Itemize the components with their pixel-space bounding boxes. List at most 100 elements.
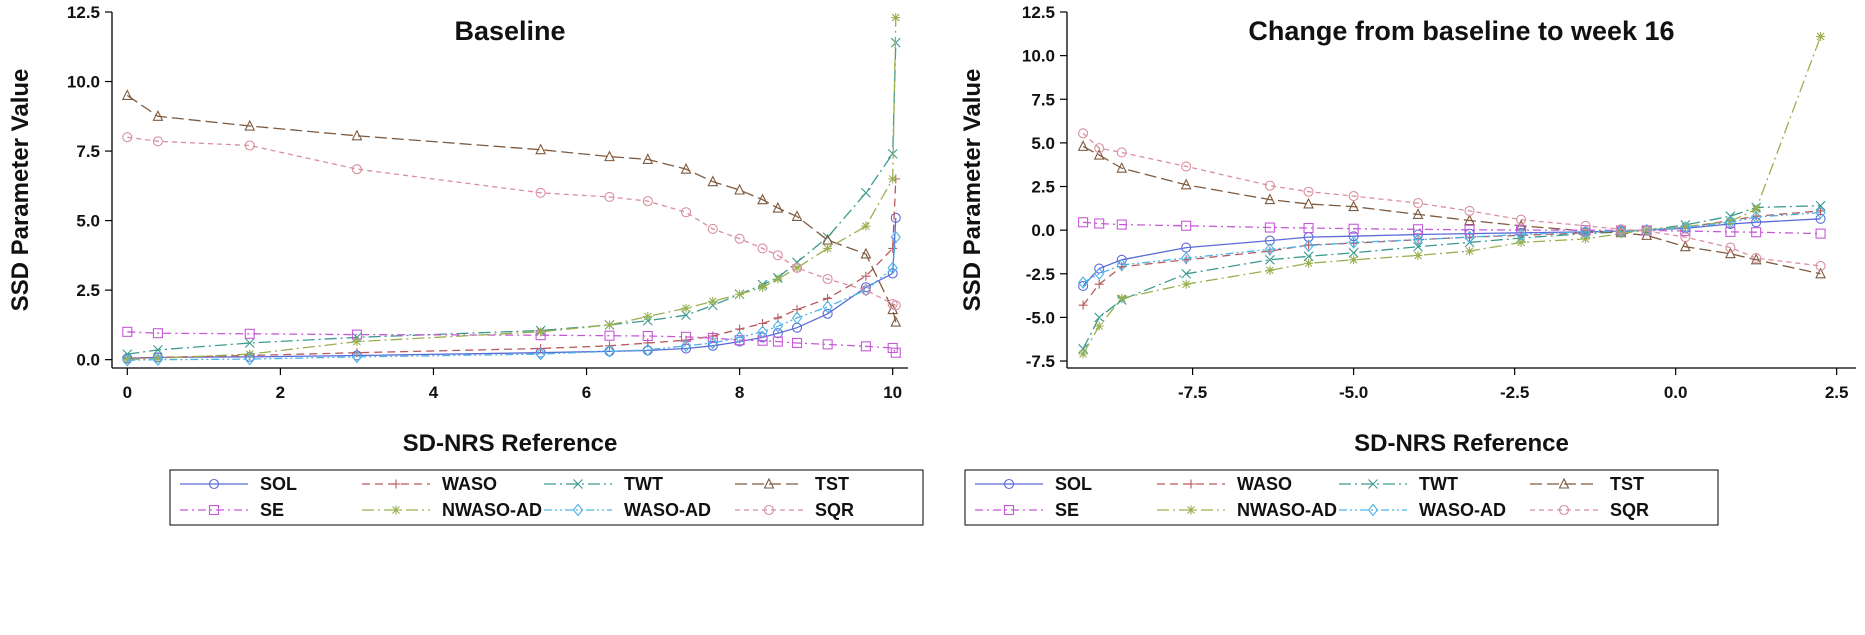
- legend-item-twt: TWT: [1339, 474, 1458, 494]
- data-point: [822, 339, 833, 350]
- data-point: [1094, 263, 1105, 274]
- legend-marker: [391, 479, 401, 489]
- data-point: [1264, 180, 1275, 191]
- data-point: [792, 263, 802, 273]
- data-point: [1751, 253, 1762, 264]
- data-point: [1815, 200, 1826, 211]
- y-tick-label: 5.0: [76, 212, 100, 231]
- data-point: [707, 223, 718, 234]
- data-point: [1180, 251, 1192, 265]
- series-sol: [122, 212, 901, 364]
- legend-item-waso-ad: WASO-AD: [544, 500, 711, 520]
- data-point: [860, 247, 872, 259]
- series-line: [127, 136, 897, 306]
- legend-label: SQR: [815, 500, 854, 520]
- data-point: [861, 221, 871, 231]
- data-point: [121, 89, 133, 100]
- data-point: [1078, 217, 1089, 228]
- data-point: [1464, 230, 1475, 244]
- data-point: [708, 331, 718, 341]
- data-point: [152, 328, 163, 339]
- data-point: [1413, 250, 1423, 260]
- data-point: [244, 119, 256, 131]
- legend-label: TWT: [624, 474, 663, 494]
- data-point: [1815, 206, 1826, 220]
- data-point: [887, 303, 899, 315]
- data-point: [734, 233, 745, 244]
- data-point: [1412, 233, 1424, 247]
- data-point: [890, 315, 902, 327]
- data-point: [604, 150, 615, 162]
- data-point: [643, 312, 653, 322]
- data-point: [887, 261, 898, 275]
- legend-box: [169, 469, 924, 526]
- data-point: [1181, 279, 1191, 289]
- data-point: [604, 344, 615, 358]
- data-point: [1412, 208, 1424, 219]
- data-point: [1304, 258, 1314, 268]
- y-tick-label: -7.5: [1026, 352, 1055, 371]
- data-point: [643, 338, 653, 348]
- data-point: [1679, 240, 1691, 252]
- data-point: [1750, 253, 1762, 265]
- data-point: [535, 347, 546, 361]
- legend-marker: [1186, 479, 1196, 489]
- data-point: [888, 174, 898, 184]
- x-tick-label: -2.5: [1500, 383, 1529, 402]
- data-point: [1515, 228, 1527, 241]
- series-waso-ad: [1077, 206, 1826, 289]
- data-point: [153, 345, 163, 355]
- legend-item-waso: WASO: [362, 474, 497, 494]
- data-point: [791, 337, 803, 349]
- x-tick-label: -7.5: [1178, 383, 1207, 402]
- legend-marker: [1367, 503, 1379, 517]
- legend-label: SOL: [260, 474, 297, 494]
- data-point: [772, 336, 783, 347]
- data-point: [1094, 218, 1105, 229]
- series-line: [1083, 221, 1821, 235]
- y-tick-label: 2.5: [1031, 178, 1055, 197]
- data-point: [1078, 349, 1088, 359]
- data-point: [890, 300, 901, 311]
- data-point: [1116, 147, 1127, 158]
- data-point: [1815, 228, 1826, 239]
- y-axis-label: SSD Parameter Value: [959, 69, 986, 312]
- legend-marker: [391, 505, 401, 515]
- data-point: [1116, 258, 1127, 272]
- y-tick-label: 10.0: [1022, 47, 1055, 66]
- data-point: [244, 352, 255, 366]
- data-point: [605, 320, 614, 330]
- data-point: [861, 271, 871, 281]
- data-point: [1116, 161, 1128, 173]
- legend-marker: [208, 504, 220, 516]
- data-point: [757, 335, 768, 346]
- legend-item-se: SE: [180, 500, 284, 520]
- data-point: [772, 319, 784, 333]
- x-tick-label: 2.5: [1825, 383, 1849, 402]
- legend-item-tst: TST: [735, 474, 849, 494]
- legend-marker: [763, 504, 775, 516]
- data-point: [1093, 267, 1105, 281]
- data-point: [1348, 200, 1360, 212]
- data-point: [244, 338, 255, 348]
- data-point: [1303, 251, 1314, 262]
- legend-item-waso: WASO: [1157, 474, 1292, 494]
- data-point: [734, 331, 745, 344]
- data-point: [680, 207, 692, 218]
- data-point: [351, 164, 362, 175]
- data-point: [707, 175, 719, 187]
- data-point: [1303, 197, 1314, 209]
- data-point: [1303, 222, 1314, 234]
- legend-label: TWT: [1419, 474, 1458, 494]
- legend-label: WASO: [1237, 474, 1292, 494]
- series-sqr: [1078, 128, 1826, 271]
- legend-item-sol: SOL: [180, 474, 297, 494]
- data-point: [890, 230, 901, 244]
- series-se: [122, 326, 901, 358]
- data-point: [1816, 31, 1826, 41]
- data-point: [680, 339, 692, 353]
- series-line: [127, 217, 897, 359]
- legend-marker: [1186, 505, 1196, 515]
- data-point: [757, 325, 768, 339]
- data-point: [1751, 227, 1762, 238]
